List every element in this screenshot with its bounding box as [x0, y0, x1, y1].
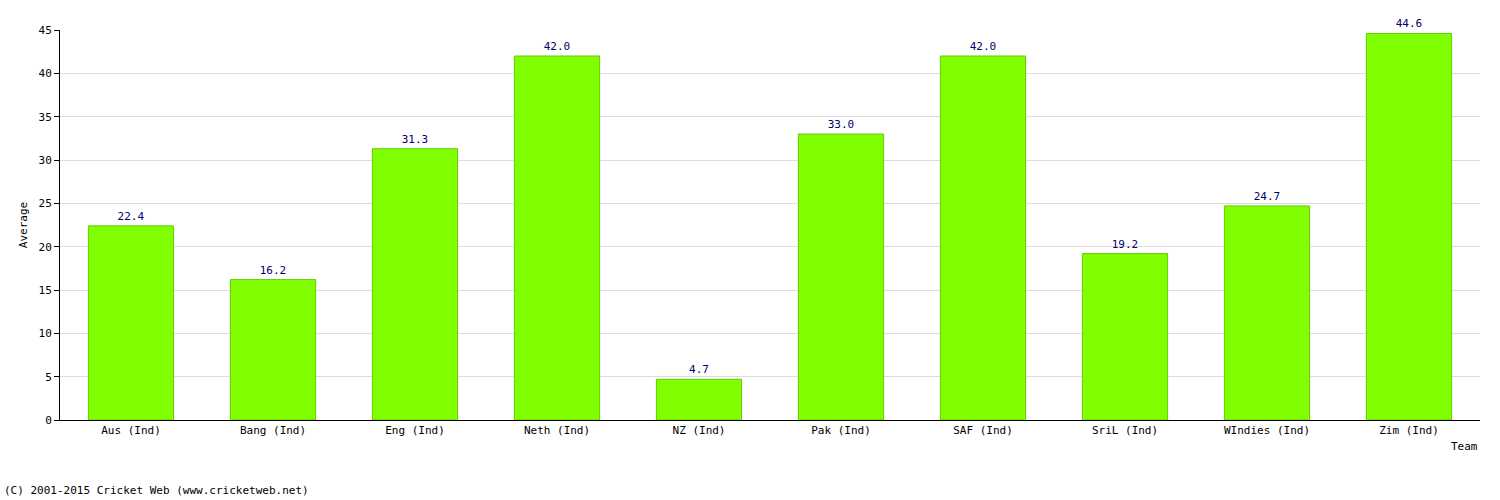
- svg-text:42.0: 42.0: [544, 40, 571, 53]
- svg-text:15: 15: [39, 284, 52, 297]
- svg-text:33.0: 33.0: [828, 118, 855, 131]
- svg-text:Aus (Ind): Aus (Ind): [101, 424, 161, 437]
- svg-text:Team: Team: [1451, 440, 1478, 453]
- svg-text:Zim (Ind): Zim (Ind): [1379, 424, 1439, 437]
- svg-text:19.2: 19.2: [1112, 238, 1139, 251]
- svg-text:Average: Average: [17, 202, 30, 248]
- svg-text:40: 40: [39, 67, 52, 80]
- svg-text:SAF (Ind): SAF (Ind): [953, 424, 1013, 437]
- svg-text:Eng (Ind): Eng (Ind): [385, 424, 445, 437]
- svg-text:24.7: 24.7: [1254, 190, 1281, 203]
- svg-text:20: 20: [39, 241, 52, 254]
- svg-text:Bang (Ind): Bang (Ind): [240, 424, 306, 437]
- svg-text:NZ (Ind): NZ (Ind): [673, 424, 726, 437]
- svg-text:31.3: 31.3: [402, 133, 429, 146]
- svg-text:44.6: 44.6: [1396, 17, 1423, 30]
- svg-text:10: 10: [39, 327, 52, 340]
- svg-text:SriL (Ind): SriL (Ind): [1092, 424, 1158, 437]
- svg-text:16.2: 16.2: [260, 264, 287, 277]
- svg-text:25: 25: [39, 197, 52, 210]
- svg-text:0: 0: [45, 414, 52, 427]
- svg-text:Pak (Ind): Pak (Ind): [811, 424, 871, 437]
- svg-text:45: 45: [39, 24, 52, 37]
- svg-text:Neth (Ind): Neth (Ind): [524, 424, 590, 437]
- svg-text:4.7: 4.7: [689, 363, 709, 376]
- svg-text:42.0: 42.0: [970, 40, 997, 53]
- svg-text:WIndies (Ind): WIndies (Ind): [1224, 424, 1310, 437]
- svg-text:30: 30: [39, 154, 52, 167]
- svg-text:(C) 2001-2015 Cricket Web (www: (C) 2001-2015 Cricket Web (www.cricketwe…: [4, 484, 309, 497]
- svg-text:5: 5: [45, 371, 52, 384]
- svg-text:22.4: 22.4: [118, 210, 145, 223]
- svg-text:35: 35: [39, 111, 52, 124]
